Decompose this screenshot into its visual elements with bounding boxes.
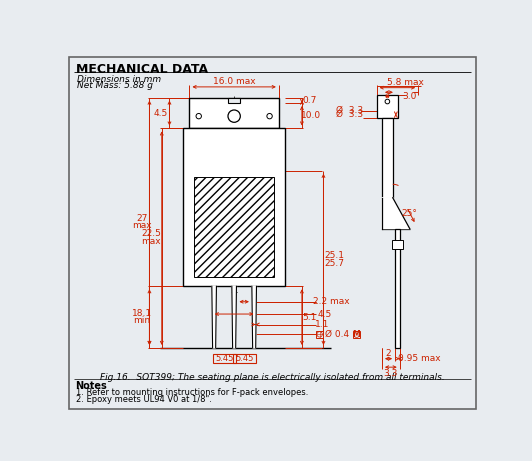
Bar — [392, 240, 403, 249]
Text: 25°: 25° — [402, 209, 418, 218]
Text: Ø  3.3: Ø 3.3 — [336, 110, 363, 119]
Text: 5.8 max: 5.8 max — [387, 78, 423, 87]
Text: MECHANICAL DATA: MECHANICAL DATA — [76, 63, 207, 76]
Text: 2.2 max: 2.2 max — [313, 297, 350, 306]
Text: 1.1: 1.1 — [315, 320, 329, 329]
Text: 18.1: 18.1 — [132, 309, 152, 318]
Bar — [213, 354, 236, 363]
Text: 25.7: 25.7 — [324, 259, 344, 268]
Bar — [184, 129, 285, 286]
Text: 1. Refer to mounting instructions for F-pack envelopes.: 1. Refer to mounting instructions for F-… — [76, 388, 308, 397]
Text: M: M — [353, 330, 361, 339]
Text: 5.45: 5.45 — [235, 354, 253, 363]
Bar — [377, 95, 398, 118]
Text: 2: 2 — [386, 349, 392, 358]
Polygon shape — [382, 198, 410, 229]
Text: Dimensions in mm: Dimensions in mm — [77, 75, 161, 83]
Text: Ø  3.3: Ø 3.3 — [336, 106, 363, 115]
Text: 27: 27 — [136, 214, 147, 223]
Text: 4.5: 4.5 — [153, 109, 168, 118]
Text: 22.5: 22.5 — [141, 229, 161, 238]
Text: 3.0: 3.0 — [403, 92, 417, 100]
Bar — [382, 118, 393, 198]
Text: 2. Epoxy meets UL94 V0 at 1/8".: 2. Epoxy meets UL94 V0 at 1/8". — [76, 395, 211, 404]
Text: Notes: Notes — [76, 381, 107, 391]
Text: 5.45: 5.45 — [215, 354, 234, 363]
Text: 5.1: 5.1 — [302, 313, 317, 322]
Text: max: max — [132, 221, 152, 230]
Polygon shape — [212, 286, 217, 348]
Text: Net Mass: 5.88 g: Net Mass: 5.88 g — [77, 82, 153, 90]
Polygon shape — [232, 286, 236, 348]
Text: 16.0 max: 16.0 max — [213, 77, 255, 86]
Text: Ø 0.4: Ø 0.4 — [325, 330, 349, 339]
Bar — [316, 331, 323, 338]
Text: 0.7: 0.7 — [302, 96, 317, 105]
Bar — [232, 354, 256, 363]
Bar — [194, 177, 274, 277]
Bar — [395, 229, 400, 348]
Polygon shape — [252, 286, 256, 348]
Text: 4.5: 4.5 — [318, 309, 332, 319]
Bar — [189, 98, 279, 129]
Text: max: max — [141, 237, 161, 246]
Text: min: min — [133, 316, 151, 325]
Text: 3.3: 3.3 — [384, 369, 398, 378]
Text: 10.0: 10.0 — [301, 111, 321, 120]
Text: 25.1: 25.1 — [324, 251, 344, 260]
Text: Fig.16.  SOT399; The seating plane is electrically isolated from all terminals.: Fig.16. SOT399; The seating plane is ele… — [100, 372, 445, 382]
Text: 0.95 max: 0.95 max — [398, 354, 441, 363]
Bar — [353, 331, 361, 338]
Bar — [228, 98, 240, 103]
